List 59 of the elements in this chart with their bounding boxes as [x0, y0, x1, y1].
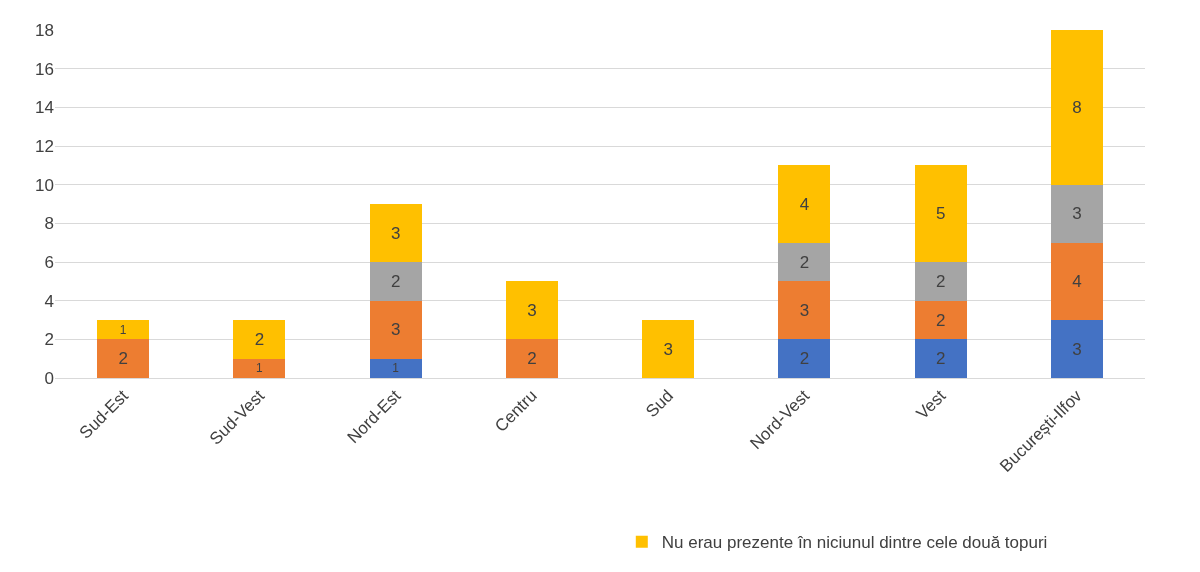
- y-tick-label: 14: [35, 98, 54, 118]
- bar: [1050, 30, 1103, 185]
- y-tick-label: 16: [35, 59, 54, 79]
- bar: [914, 300, 967, 340]
- data-label: 3: [390, 320, 401, 340]
- bar: [97, 339, 150, 378]
- data-label: 8: [1072, 97, 1082, 117]
- data-label: 4: [799, 194, 810, 214]
- legend-label: Nu erau prezente în niciunul dintre cele două topuri: [661, 533, 1048, 553]
- y-tick-label: 4: [44, 291, 54, 311]
- bar: [778, 165, 831, 243]
- y-tick-label: 8: [44, 214, 54, 234]
- data-label: 1: [392, 361, 400, 376]
- bar: [369, 204, 422, 262]
- data-label: 2: [935, 349, 946, 369]
- y-tick-label: 0: [44, 368, 54, 388]
- x-tick-label: Vest: [912, 386, 950, 424]
- data-label: 3: [799, 300, 810, 320]
- bar: [369, 262, 422, 301]
- bar: [369, 358, 422, 378]
- bar: [97, 320, 150, 340]
- bar: [369, 300, 422, 359]
- y-tick-label: 18: [35, 20, 54, 40]
- bar: [233, 320, 286, 359]
- bar: [914, 262, 967, 301]
- data-label: 2: [118, 349, 128, 369]
- data-label: 2: [527, 349, 537, 369]
- data-label: 3: [1072, 204, 1082, 224]
- data-label: 3: [1072, 339, 1082, 359]
- data-label: 5: [935, 204, 946, 224]
- data-label: 3: [527, 300, 537, 320]
- bar: [778, 281, 831, 340]
- bar: [233, 358, 286, 378]
- data-label: 2: [799, 349, 810, 369]
- y-tick-label: 6: [44, 252, 54, 272]
- bar: [505, 281, 558, 340]
- data-label: 2: [799, 252, 810, 272]
- bar: [778, 339, 831, 378]
- data-label: 1: [119, 322, 127, 337]
- data-label: 2: [935, 271, 946, 291]
- bar: [1050, 242, 1103, 320]
- data-label: 2: [935, 310, 946, 330]
- bar: [1050, 184, 1103, 243]
- y-tick-label: 10: [35, 175, 54, 195]
- data-label: 2: [254, 329, 265, 349]
- bar: [914, 339, 967, 378]
- y-tick-label: 12: [35, 136, 54, 156]
- data-label: 1: [256, 361, 264, 376]
- y-tick-label: 2: [44, 330, 54, 350]
- data-label: 2: [390, 271, 401, 291]
- bar: [642, 320, 695, 378]
- x-tick-label: Sud: [642, 386, 677, 422]
- data-label: 3: [663, 339, 673, 359]
- bar: [1050, 320, 1103, 378]
- bar: [914, 165, 967, 262]
- data-label: 4: [1072, 271, 1082, 291]
- bar: [778, 242, 831, 282]
- data-label: 3: [390, 223, 401, 243]
- bar: [505, 339, 558, 378]
